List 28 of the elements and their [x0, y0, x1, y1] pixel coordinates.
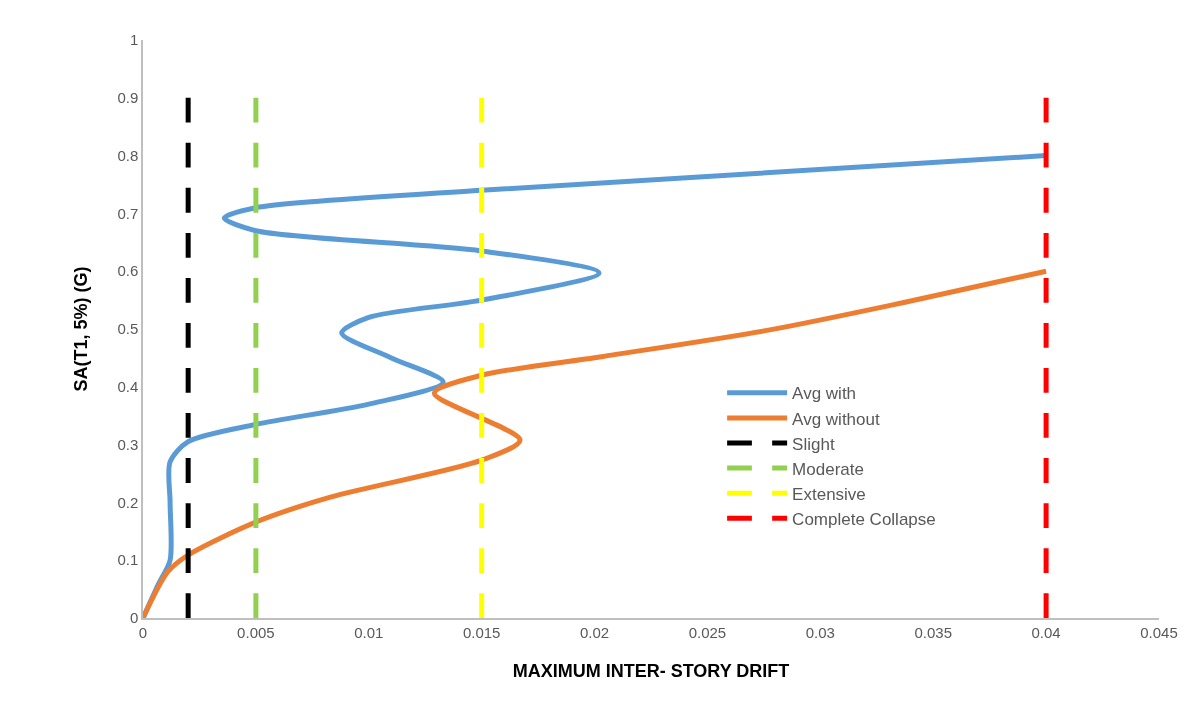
x-tick-label: 0.04 [1031, 623, 1061, 641]
y-tick-label: 0.7 [117, 204, 139, 222]
y-tick-label: 0.5 [117, 320, 139, 338]
x-tick-label: 0.01 [354, 623, 384, 641]
y-tick-label: 0.9 [117, 89, 139, 107]
y-tick-label: 0.8 [117, 146, 139, 164]
legend-label: Moderate [792, 459, 864, 479]
legend-label: Slight [792, 434, 835, 454]
y-axis-title: SA(T1, 5%) (G) [71, 266, 92, 392]
legend-label: Avg without [792, 409, 880, 429]
legend-label: Avg with [792, 384, 857, 404]
y-tick-label: 0 [129, 609, 139, 627]
legend-label: Complete Collapse [792, 509, 936, 529]
x-tick-label: 0.045 [1140, 623, 1178, 641]
x-tick-label: 0.025 [688, 623, 727, 641]
y-tick-label: 0.1 [117, 551, 139, 569]
y-tick-label: 0.3 [117, 435, 139, 453]
x-tick-label: 0.03 [805, 623, 835, 641]
y-tick-label: 0.6 [117, 262, 139, 280]
x-tick-label: 0.005 [237, 623, 275, 641]
x-tick-label: 0.02 [579, 623, 610, 641]
y-tick-label: 0.4 [117, 378, 139, 396]
y-tick-label: 1 [129, 31, 139, 49]
x-axis-title: MAXIMUM INTER- STORY DRIFT [512, 661, 790, 682]
y-tick-label: 0.2 [117, 493, 139, 511]
legend-label: Extensive [792, 484, 866, 504]
x-tick-label: 0.015 [462, 623, 501, 641]
x-tick-label: 0.035 [914, 623, 952, 641]
